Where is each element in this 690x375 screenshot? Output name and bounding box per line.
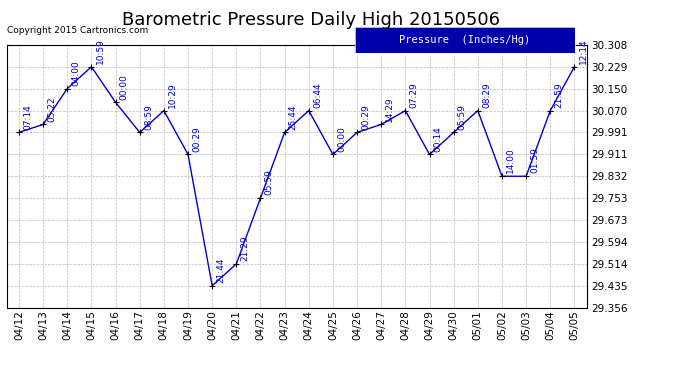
Text: Barometric Pressure Daily High 20150506: Barometric Pressure Daily High 20150506 xyxy=(121,11,500,29)
Point xyxy=(424,152,435,157)
Point xyxy=(448,129,460,135)
Point xyxy=(255,195,266,201)
Point xyxy=(207,283,218,289)
Text: 21:29: 21:29 xyxy=(241,236,250,261)
Point xyxy=(520,173,531,179)
Point xyxy=(303,108,314,114)
Point xyxy=(351,129,363,135)
Point xyxy=(86,64,97,70)
Text: 14:00: 14:00 xyxy=(506,148,515,174)
Text: 10:29: 10:29 xyxy=(168,82,177,108)
Text: 12:14: 12:14 xyxy=(579,38,588,64)
Point xyxy=(62,86,73,92)
Text: 00:29: 00:29 xyxy=(362,104,371,130)
Text: 08:29: 08:29 xyxy=(482,82,491,108)
Point xyxy=(569,64,580,70)
Text: Copyright 2015 Cartronics.com: Copyright 2015 Cartronics.com xyxy=(7,26,148,35)
Text: 05:59: 05:59 xyxy=(458,104,467,130)
Point xyxy=(110,99,121,105)
Text: 00:00: 00:00 xyxy=(120,74,129,100)
Point xyxy=(37,122,48,128)
Point xyxy=(472,108,483,114)
Text: 21:44: 21:44 xyxy=(217,258,226,283)
Text: 05:22: 05:22 xyxy=(48,96,57,122)
Text: 00:29: 00:29 xyxy=(193,126,201,152)
Text: 07:29: 07:29 xyxy=(410,82,419,108)
Point xyxy=(375,122,386,128)
Point xyxy=(400,108,411,114)
Point xyxy=(545,108,556,114)
Text: 07:14: 07:14 xyxy=(23,104,32,130)
Text: 14:29: 14:29 xyxy=(386,96,395,122)
Point xyxy=(14,129,25,135)
Text: 01:59: 01:59 xyxy=(531,148,540,174)
Text: 05:59: 05:59 xyxy=(265,170,274,195)
Point xyxy=(328,152,339,157)
Text: 10:59: 10:59 xyxy=(96,38,105,64)
Text: 06:44: 06:44 xyxy=(313,82,322,108)
Point xyxy=(158,108,169,114)
Point xyxy=(182,152,193,157)
Text: 00:14: 00:14 xyxy=(434,126,443,152)
Text: 00:00: 00:00 xyxy=(337,126,346,152)
Text: 08:59: 08:59 xyxy=(144,104,153,130)
Point xyxy=(279,129,290,135)
Point xyxy=(134,129,145,135)
Point xyxy=(497,173,508,179)
Text: 21:59: 21:59 xyxy=(555,82,564,108)
Point xyxy=(230,261,241,267)
Text: 25:44: 25:44 xyxy=(289,104,298,130)
Text: 04:00: 04:00 xyxy=(72,60,81,86)
